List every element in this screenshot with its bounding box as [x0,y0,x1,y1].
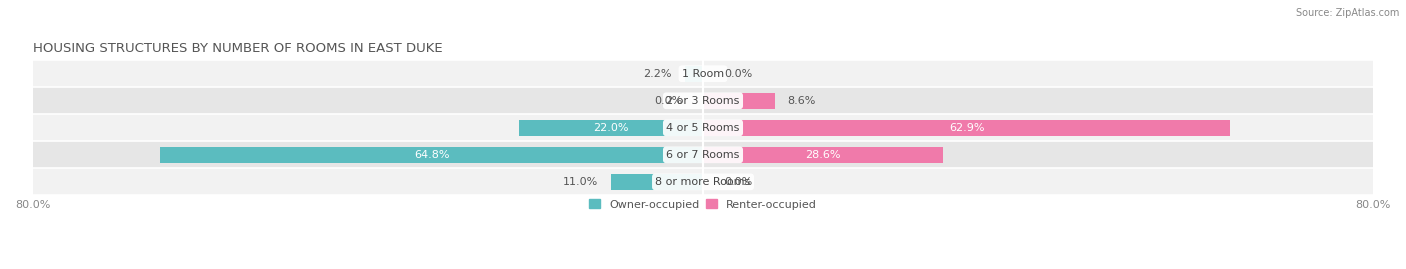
Text: 64.8%: 64.8% [413,150,450,160]
Bar [32,114,1374,141]
Bar [32,87,1374,114]
Legend: Owner-occupied, Renter-occupied: Owner-occupied, Renter-occupied [585,195,821,214]
Text: Source: ZipAtlas.com: Source: ZipAtlas.com [1295,8,1399,18]
Text: 0.0%: 0.0% [724,69,752,79]
Bar [32,60,1374,87]
Text: 0.0%: 0.0% [724,177,752,187]
Text: 28.6%: 28.6% [806,150,841,160]
Text: HOUSING STRUCTURES BY NUMBER OF ROOMS IN EAST DUKE: HOUSING STRUCTURES BY NUMBER OF ROOMS IN… [32,42,443,55]
Text: 8.6%: 8.6% [787,96,815,106]
Text: 62.9%: 62.9% [949,123,984,133]
Bar [703,93,775,109]
Text: 6 or 7 Rooms: 6 or 7 Rooms [666,150,740,160]
Text: 0.0%: 0.0% [654,96,682,106]
Text: 11.0%: 11.0% [562,177,599,187]
Bar [32,168,1374,195]
Bar [703,147,942,163]
Bar [32,141,1374,168]
Bar [685,66,703,82]
Text: 2 or 3 Rooms: 2 or 3 Rooms [666,96,740,106]
Text: 22.0%: 22.0% [593,123,628,133]
Bar [610,174,703,190]
Text: 1 Room: 1 Room [682,69,724,79]
Text: 4 or 5 Rooms: 4 or 5 Rooms [666,123,740,133]
Text: 2.2%: 2.2% [644,69,672,79]
Bar [160,147,703,163]
Text: 8 or more Rooms: 8 or more Rooms [655,177,751,187]
Bar [519,120,703,136]
Bar [703,120,1230,136]
